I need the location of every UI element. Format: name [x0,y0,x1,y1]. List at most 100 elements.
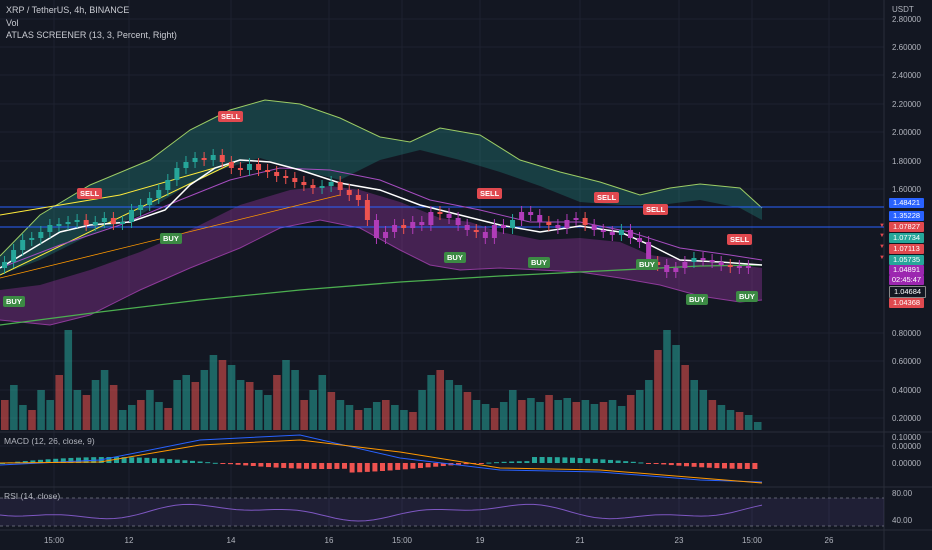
candle-body [319,186,325,188]
time-axis-tick: 15:00 [392,536,413,545]
volume-bar [300,400,308,430]
volume-legend[interactable]: Vol [6,18,19,28]
candle-body [600,230,606,232]
macd-histogram-bar [159,458,165,463]
candle-body [346,190,352,195]
price-axis-tick: 2.60000 [892,43,921,52]
volume-bar [363,408,372,430]
volume-bar [155,402,163,430]
macd-histogram-bar [334,463,340,469]
sell-signal: SELL [727,234,753,245]
volume-bar [137,400,145,430]
macd-histogram-bar [638,462,644,464]
macd-histogram-bar [668,463,674,466]
sell-signal: SELL [477,188,503,199]
time-axis-tick: 14 [227,536,236,545]
candle-body [700,258,706,260]
macd-histogram-bar [608,459,613,463]
macd-histogram-bar [539,457,545,463]
macd-histogram-bar [524,461,530,463]
macd-histogram-bar [83,457,89,463]
candle-body [265,170,271,172]
macd-histogram-bar [494,462,499,464]
volume-bar [73,390,82,430]
volume-bar [708,400,717,430]
volume-bar [372,402,381,430]
volume-bar [545,395,553,430]
rsi-legend[interactable]: RSI (14, close) [4,491,61,501]
volume-bar [608,400,617,430]
macd-histogram-bar [722,463,727,469]
volume-bar [645,380,653,430]
price-axis-tick: 0.60000 [892,357,921,366]
volume-bar [318,375,327,430]
candle-body [110,218,116,224]
symbol-title[interactable]: XRP / TetherUS, 4h, BINANCE [6,5,130,15]
macd-histogram-bar [136,457,142,463]
volume-bar [572,402,581,430]
price-label: 1.07113 [889,244,924,254]
volume-bar [273,375,281,430]
macd-histogram-bar [395,463,401,470]
volume-bar [636,390,644,430]
macd-histogram-bar [418,463,423,469]
macd-histogram-bar [319,463,325,469]
volume-bar [55,375,63,430]
candle-body [147,198,153,205]
macd-histogram-bar [615,460,621,463]
macd-histogram-bar [152,458,157,463]
time-axis-tick: 26 [825,536,834,545]
candle-body [455,218,461,225]
upper-band-line [0,99,763,257]
price-axis-tick: 1.80000 [892,157,921,166]
macd-histogram-bar [76,457,81,463]
candle-body [664,265,670,272]
macd-histogram-bar [691,463,697,467]
volume-bar [699,390,708,430]
price-label: 1.04684 [889,286,926,298]
candle-body [165,180,171,190]
macd-histogram-bar [380,463,385,471]
candle-body [138,205,144,210]
candle-body [47,225,53,232]
mid-ma-line [0,167,763,269]
volume-bar [64,330,73,430]
time-axis-tick: 15:00 [44,536,65,545]
price-axis-currency: USDT [892,5,914,14]
macd-histogram-bar [243,463,249,466]
macd-histogram-bar [501,461,507,463]
macd-histogram-bar [30,460,36,463]
volume-bar [118,410,127,430]
candle-body [691,258,697,262]
volume-bar [209,355,218,430]
macd-legend[interactable]: MACD (12, 26, close, 9) [4,436,95,446]
candle-body [446,214,452,218]
candle-body [627,230,633,238]
sell-signal: SELL [594,192,620,203]
volume-bar [255,390,263,430]
buy-signal: BUY [528,257,550,268]
buy-signal: BUY [160,233,182,244]
macd-axis-tick: 0.10000 [892,433,921,442]
indicator-legend[interactable]: ATLAS SCREENER (13, 3, Percent, Right) [6,30,177,40]
macd-histogram-bar [630,461,636,463]
volume-bar [345,405,354,430]
price-label: 1.05735 [889,255,924,265]
price-axis-tick: 2.40000 [892,71,921,80]
candle-body [745,266,751,268]
volume-bar [427,375,435,430]
alert-arrow-icon: ▼ [879,223,885,229]
candle-body [274,172,280,176]
rsi-axis-tick: 80.00 [892,489,913,498]
candle-body [74,220,80,222]
volume-bar [590,404,599,430]
volume-bar [499,402,508,430]
macd-histogram-bar [342,463,347,469]
macd-histogram-bar [600,459,606,463]
volume-bar [481,404,490,430]
macd-histogram-bar [486,462,492,464]
price-label: 1.48421 [889,198,924,208]
upper-cloud [0,100,762,275]
candle-body [682,262,688,268]
